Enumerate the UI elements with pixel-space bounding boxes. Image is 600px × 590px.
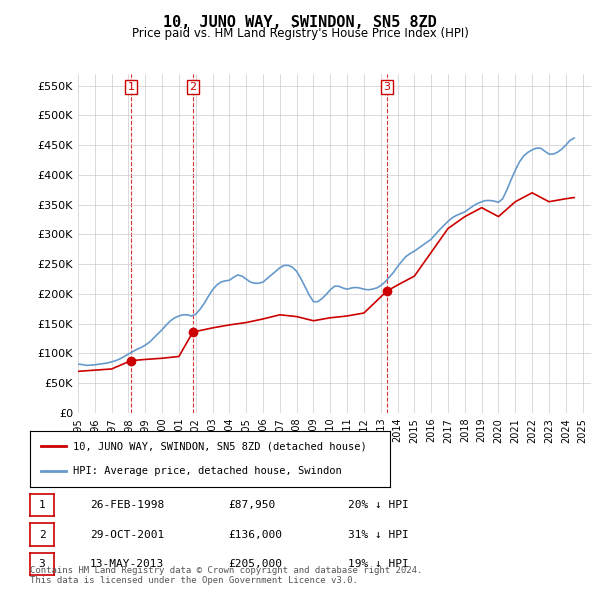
- Text: 2: 2: [190, 82, 196, 92]
- Text: 1: 1: [127, 82, 134, 92]
- Text: 20% ↓ HPI: 20% ↓ HPI: [348, 500, 409, 510]
- Text: 1: 1: [38, 500, 46, 510]
- Text: £87,950: £87,950: [228, 500, 275, 510]
- Text: £205,000: £205,000: [228, 559, 282, 569]
- Text: 3: 3: [383, 82, 391, 92]
- Text: 10, JUNO WAY, SWINDON, SN5 8ZD (detached house): 10, JUNO WAY, SWINDON, SN5 8ZD (detached…: [73, 441, 367, 451]
- Text: 2: 2: [38, 530, 46, 539]
- Text: Price paid vs. HM Land Registry's House Price Index (HPI): Price paid vs. HM Land Registry's House …: [131, 27, 469, 40]
- Text: 10, JUNO WAY, SWINDON, SN5 8ZD: 10, JUNO WAY, SWINDON, SN5 8ZD: [163, 15, 437, 30]
- Text: 26-FEB-1998: 26-FEB-1998: [90, 500, 164, 510]
- Text: Contains HM Land Registry data © Crown copyright and database right 2024.
This d: Contains HM Land Registry data © Crown c…: [30, 566, 422, 585]
- Text: 13-MAY-2013: 13-MAY-2013: [90, 559, 164, 569]
- Text: 19% ↓ HPI: 19% ↓ HPI: [348, 559, 409, 569]
- Text: £136,000: £136,000: [228, 530, 282, 539]
- Text: 31% ↓ HPI: 31% ↓ HPI: [348, 530, 409, 539]
- Text: 29-OCT-2001: 29-OCT-2001: [90, 530, 164, 539]
- Text: 3: 3: [38, 559, 46, 569]
- Text: HPI: Average price, detached house, Swindon: HPI: Average price, detached house, Swin…: [73, 466, 342, 476]
